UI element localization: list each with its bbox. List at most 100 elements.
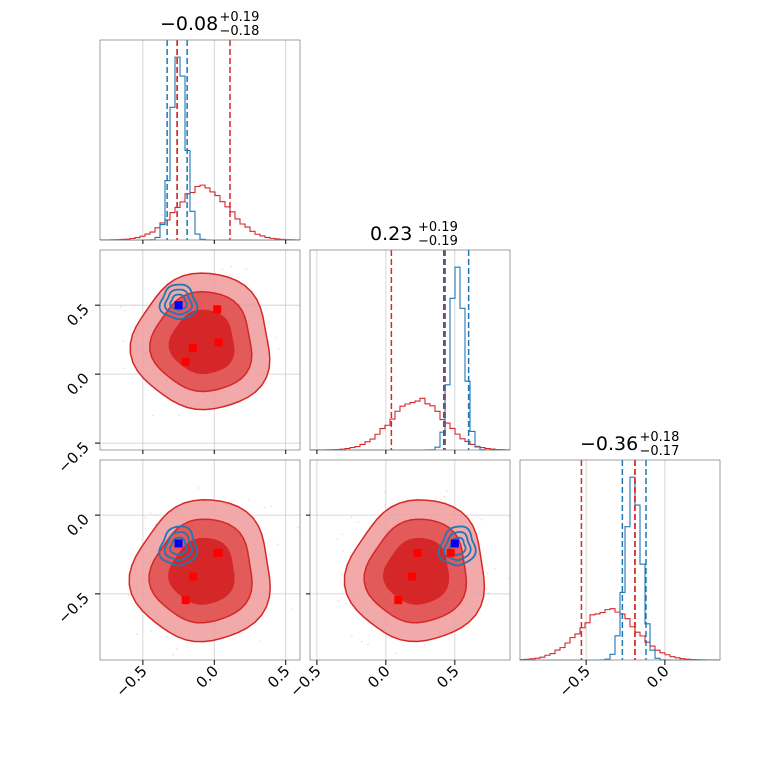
marker-red (446, 548, 455, 557)
panel-content (100, 460, 300, 668)
scatter-point (350, 516, 353, 518)
scatter-point (275, 336, 278, 339)
panel-frame (519, 459, 721, 661)
scatter-point (487, 592, 490, 594)
scatter-point (245, 268, 248, 270)
title-plus-0: +0.19 (220, 10, 260, 25)
contour-blue-1 (163, 288, 194, 316)
marker-red (413, 548, 422, 557)
scatter-point (123, 367, 125, 370)
scatter-point (486, 588, 488, 591)
marker-red (214, 338, 223, 347)
scatter-point (248, 498, 250, 501)
panel-content (310, 460, 513, 701)
scatter-point (361, 640, 363, 643)
scatter-point (259, 640, 261, 643)
y-tick-label: 0.0 (63, 369, 93, 399)
scatter-point (486, 572, 489, 575)
panel-bg (310, 250, 510, 450)
scatter-point (277, 347, 280, 350)
scatter-point (384, 504, 386, 507)
panel-content (100, 250, 300, 450)
panel-frame (99, 459, 301, 661)
scatter-point (297, 526, 300, 529)
y-tick-label: −0.5 (54, 589, 92, 627)
contour-blue-1 (163, 531, 193, 562)
scatter-point (341, 533, 343, 536)
scatter-point (123, 309, 126, 312)
scatter-point (154, 523, 157, 526)
scatter-point (136, 633, 138, 636)
panel-title-2: −0.36 (580, 433, 638, 455)
pair-panel-2-1 (309, 459, 513, 701)
title-plus-2: +0.18 (640, 430, 680, 445)
scatter-point (133, 304, 135, 306)
scatter-point (175, 648, 178, 650)
marker-red (181, 596, 190, 605)
scatter-point (384, 491, 386, 494)
panel-frame (99, 249, 301, 451)
scatter-point (154, 513, 156, 516)
contour-blue-2 (169, 293, 188, 311)
diag-panel-1: 0.23 +0.19−0.19 (309, 220, 511, 451)
scatter-point (290, 608, 293, 611)
title-minus-2: −0.17 (640, 444, 680, 459)
scatter-point (230, 265, 233, 268)
title-plus-1: +0.19 (418, 220, 458, 235)
scatter-point (446, 490, 448, 492)
scatter-point (367, 643, 369, 646)
marker-red (188, 572, 197, 581)
scatter-point (270, 505, 273, 507)
contour-blue-0 (158, 283, 199, 321)
scatter-point (231, 666, 233, 668)
marker-red (181, 357, 190, 366)
title-minus-0: −0.18 (220, 24, 260, 39)
scatter-point (150, 630, 153, 632)
x-tick-label: 0.0 (193, 662, 223, 692)
scatter-point (395, 652, 397, 655)
panel-bg (100, 40, 300, 240)
scatter-point (493, 567, 496, 570)
scatter-point (342, 550, 344, 552)
marker-red (214, 548, 223, 557)
diag-panel-0: −0.08 +0.19−0.18 (99, 10, 301, 241)
marker-red (213, 305, 222, 314)
marker-blue (174, 301, 183, 310)
scatter-point (511, 576, 513, 578)
scatter-point (460, 670, 462, 672)
contour-blue-0 (437, 525, 477, 567)
scatter-point (276, 543, 279, 546)
scatter-point (122, 340, 124, 342)
scatter-point (443, 495, 446, 498)
scatter-point (178, 414, 180, 417)
scatter-point (202, 662, 204, 664)
contour-red-2 (168, 309, 235, 375)
histogram-red (99, 184, 301, 241)
scatter-point (423, 643, 426, 646)
histogram-red (309, 397, 511, 451)
contour-blue-0 (158, 525, 199, 567)
marker-blue (450, 539, 459, 548)
scatter-point (268, 340, 271, 343)
scatter-point (198, 487, 200, 489)
x-tick-label: −0.5 (286, 662, 324, 700)
scatter-point (401, 699, 403, 701)
pair-panel-2-0 (99, 459, 301, 668)
contour-blue-2 (169, 536, 188, 556)
panel-title-0: −0.08 (160, 13, 218, 35)
x-tick-label: 0.0 (643, 662, 673, 692)
scatter-point (481, 518, 483, 521)
marker-red (408, 572, 417, 581)
x-tick-label: −0.5 (555, 662, 593, 700)
x-tick-label: −0.5 (112, 662, 150, 700)
scatter-point (172, 654, 174, 656)
marker-red (394, 596, 403, 605)
scatter-point (166, 636, 169, 638)
diag-panel-2: −0.36 +0.18−0.17 (519, 430, 721, 661)
scatter-point (221, 268, 224, 271)
panel-frame (99, 39, 301, 241)
title-minus-1: −0.19 (418, 234, 458, 249)
marker-blue (174, 539, 183, 548)
scatter-point (120, 305, 123, 308)
scatter-point (127, 594, 130, 597)
